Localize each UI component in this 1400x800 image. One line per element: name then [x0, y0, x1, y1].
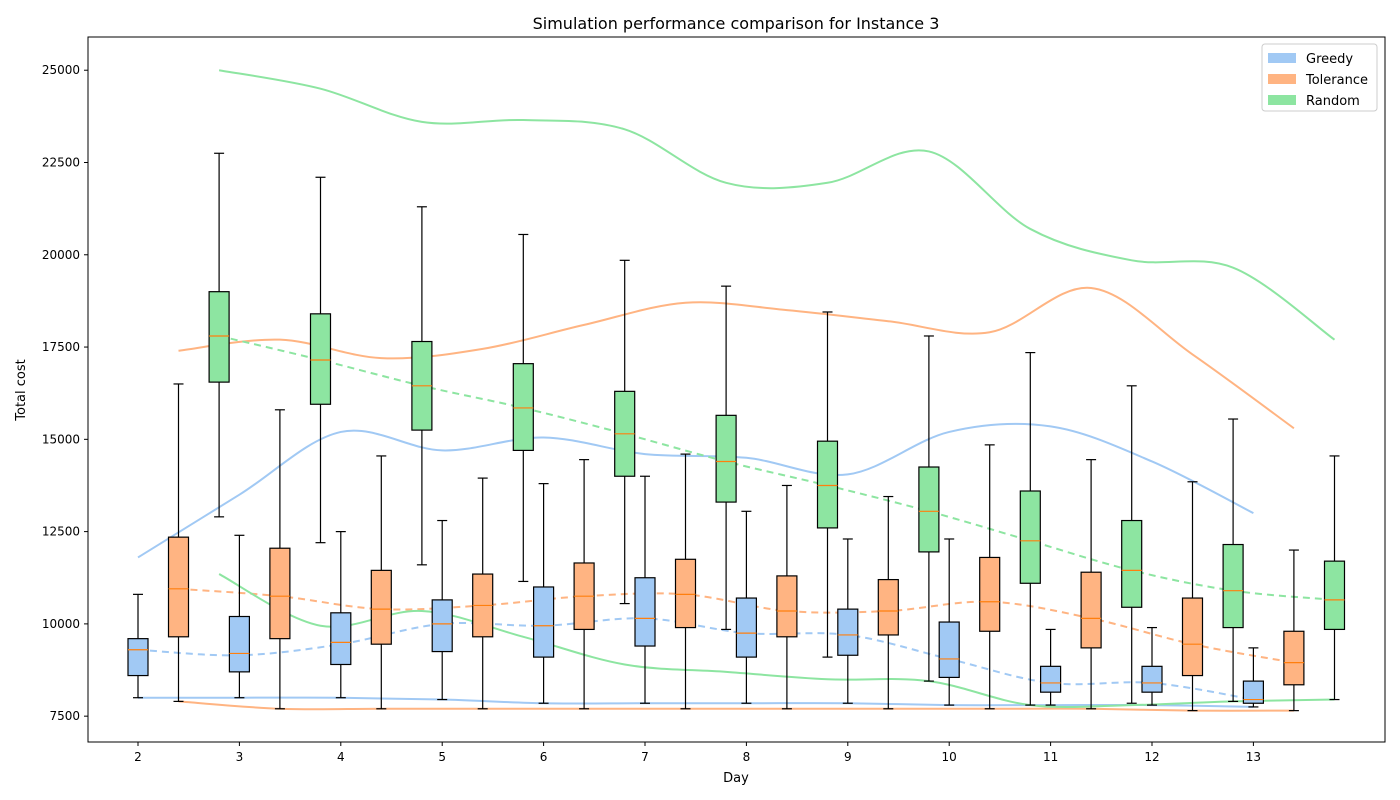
- y-axis-label: Total cost: [14, 359, 29, 421]
- x-tick-label: 3: [236, 750, 244, 764]
- random-box-day-10: [1019, 351, 1041, 706]
- tolerance-box-day-13: [1283, 549, 1305, 712]
- tolerance-box-day-3: [269, 409, 291, 710]
- y-tick-label: 12500: [42, 525, 80, 539]
- tolerance-mean-line: [178, 587, 1295, 664]
- legend-swatch-tolerance: [1268, 74, 1296, 84]
- tolerance-box-day-2: [167, 383, 190, 702]
- greedy-min-line: [137, 696, 1254, 708]
- greedy-box-day-8: [735, 510, 758, 704]
- random-box-day-12: [1222, 418, 1244, 702]
- greedy-box-day-4: [330, 531, 352, 699]
- trend-curves: [137, 69, 1336, 712]
- greedy-mean-line: [137, 617, 1254, 701]
- random-max-line: [218, 69, 1336, 341]
- random-box-day-11: [1121, 385, 1143, 704]
- x-tick-label: 6: [540, 750, 548, 764]
- legend-swatch-random: [1268, 95, 1296, 105]
- x-tick-label: 7: [641, 750, 649, 764]
- greedy-box-day-12: [1141, 626, 1163, 706]
- axes: 7500 10000 12500 15000 17500 20000 22500 25000 2…: [42, 36, 1386, 764]
- tolerance-box-day-4: [370, 455, 392, 710]
- tolerance-box-day-9: [877, 495, 899, 710]
- y-tick-label: 7500: [49, 709, 80, 723]
- legend-label-random: Random: [1306, 94, 1360, 109]
- y-tick-label: 10000: [42, 617, 80, 631]
- x-tick-label: 12: [1144, 750, 1159, 764]
- random-box-day-13: [1323, 455, 1346, 701]
- y-tick-label: 20000: [42, 248, 80, 262]
- random-box-day-3: [309, 176, 332, 544]
- greedy-box-day-5: [431, 519, 453, 701]
- random-box-day-5: [512, 233, 534, 583]
- tolerance-box-day-8: [776, 484, 798, 710]
- tolerance-box-day-12: [1181, 481, 1204, 712]
- legend-label-tolerance: Tolerance: [1305, 73, 1368, 88]
- greedy-box-day-9: [837, 538, 859, 704]
- greedy-box-day-11: [1039, 628, 1062, 706]
- random-box-day-4: [411, 206, 433, 566]
- x-tick-label: 4: [337, 750, 345, 764]
- legend: Greedy Tolerance Random: [1261, 43, 1378, 112]
- greedy-max-line: [137, 422, 1254, 559]
- random-box-day-7: [715, 285, 737, 631]
- tolerance-min-line: [178, 700, 1294, 712]
- random-mean-line: [218, 335, 1335, 601]
- greedy-box-day-6: [532, 483, 555, 704]
- random-box-day-6: [614, 259, 636, 605]
- tolerance-box-day-7: [674, 453, 697, 710]
- box-series: [127, 152, 1346, 712]
- x-tick-label: 9: [844, 750, 852, 764]
- greedy-box-day-3: [228, 534, 250, 699]
- random-box-day-9: [918, 335, 940, 682]
- tolerance-box-day-11: [1080, 459, 1102, 710]
- legend-label-greedy: Greedy: [1306, 52, 1353, 67]
- tolerance-box-day-10: [979, 444, 1001, 710]
- x-tick-label: 5: [438, 750, 446, 764]
- legend-swatch-greedy: [1268, 53, 1296, 63]
- x-tick-label: 8: [743, 750, 751, 764]
- x-axis-label: Day: [723, 771, 749, 786]
- y-tick-label: 25000: [42, 63, 80, 77]
- tolerance-box-day-6: [573, 459, 595, 710]
- greedy-box-day-13: [1242, 647, 1265, 708]
- chart-title: Simulation performance comparison for In…: [533, 14, 940, 33]
- x-tick-label: 2: [134, 750, 142, 764]
- random-box-day-2: [208, 152, 230, 518]
- greedy-box-day-2: [127, 593, 149, 699]
- tolerance-box-day-5: [472, 477, 494, 710]
- tolerance-max-line: [178, 286, 1295, 430]
- y-tick-label: 22500: [42, 155, 80, 169]
- plot-frame: [87, 36, 1386, 743]
- greedy-box-day-10: [938, 538, 960, 706]
- x-tick-label: 11: [1043, 750, 1058, 764]
- y-tick-label: 15000: [42, 432, 80, 446]
- x-tick-label: 10: [942, 750, 957, 764]
- x-tick-label: 13: [1246, 750, 1261, 764]
- random-min-line: [218, 573, 1335, 709]
- random-box-day-8: [816, 311, 839, 658]
- greedy-box-day-7: [634, 475, 656, 704]
- y-tick-label: 17500: [42, 340, 80, 354]
